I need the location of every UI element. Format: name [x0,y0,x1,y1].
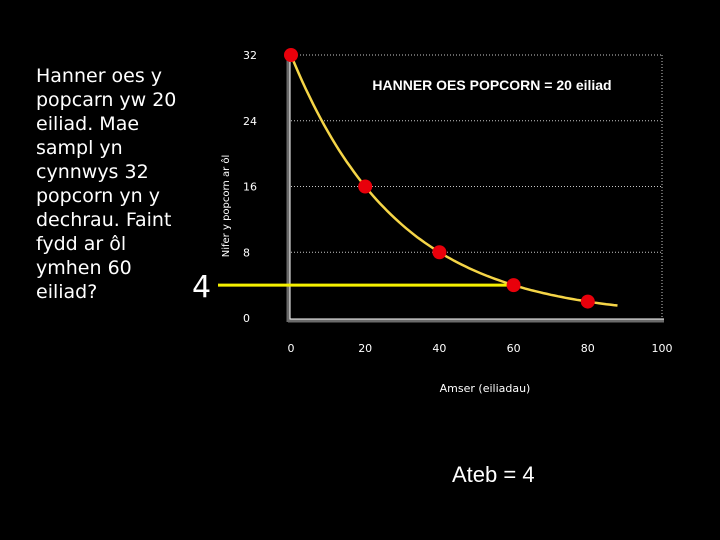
x-axis-label: Amser (eiliadau) [440,382,531,395]
x-tick-label: 80 [581,342,595,355]
data-point [432,245,447,260]
decay-curve [289,54,618,307]
y-axis-label: Nifer y popcorn ar ôl [220,155,232,258]
x-tick-label: 60 [507,342,521,355]
y-tick-label: 0 [243,312,250,325]
x-tick-label: 40 [432,342,446,355]
axes [286,55,664,323]
x-tick-label: 0 [288,342,295,355]
data-point [580,294,595,309]
answer-marker: 4 [192,270,212,305]
y-tick-label: 24 [243,115,257,128]
data-point [358,179,373,194]
x-tick-label: 100 [652,342,673,355]
data-point [506,278,521,293]
y-tick-label: 32 [243,49,257,62]
x-tick-label: 20 [358,342,372,355]
points-layer [284,48,595,309]
grid-lines [291,54,662,253]
chart-title: HANNER OES POPCORN = 20 eiliad [372,77,611,93]
question-text: Hanner oes y popcarn yw 20 eiliad. Mae s… [36,65,177,303]
curve-layer [289,54,618,307]
answer-text: Ateb = 4 [452,462,535,487]
y-tick-label: 16 [243,181,257,194]
data-point [284,48,298,62]
y-tick-label: 8 [243,246,250,259]
ticks-layer: 0 8 16 24 32 0 20 40 60 80 100 [243,49,673,355]
